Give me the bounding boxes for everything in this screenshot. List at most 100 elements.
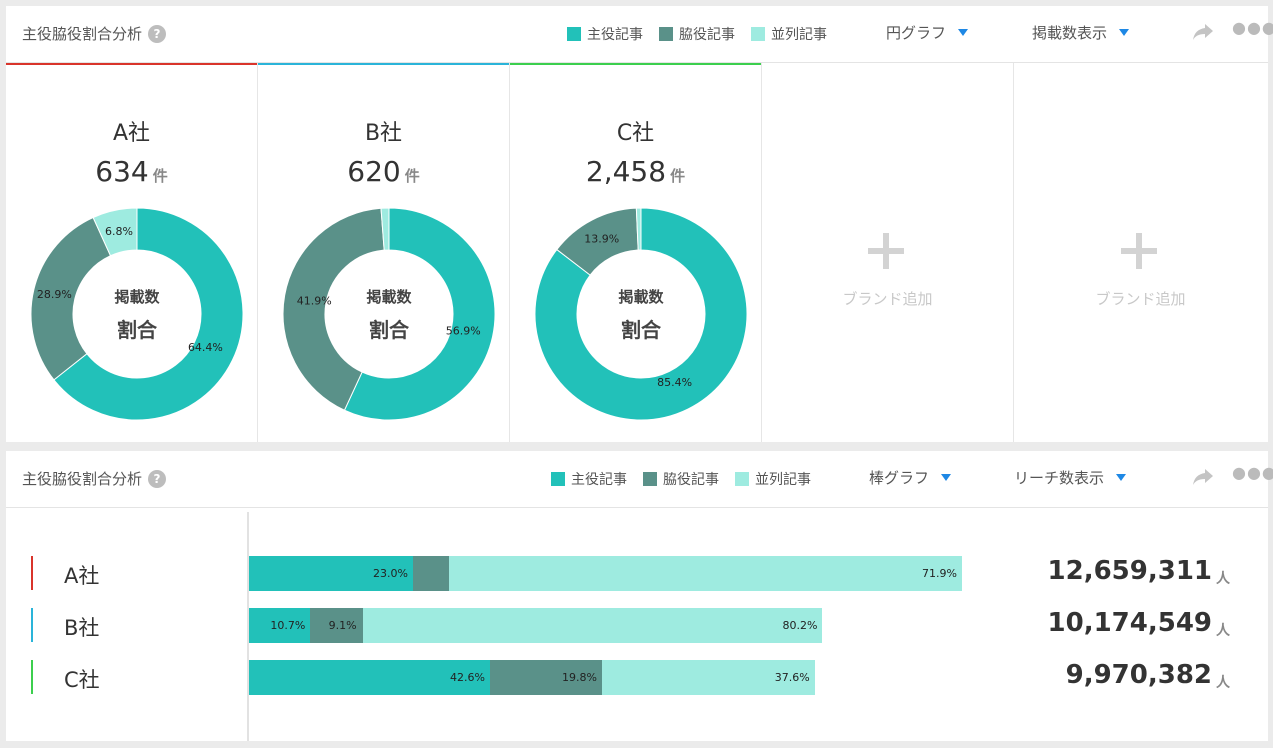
- count-value: 2,458: [585, 155, 667, 188]
- donut-slice-label: 41.9%: [297, 294, 332, 307]
- legend-item-sub: 脇役記事: [659, 24, 735, 44]
- donut-slice-label: 64.4%: [188, 341, 223, 354]
- legend: 主役記事 脇役記事 並列記事: [551, 469, 827, 489]
- chart-type-dropdown[interactable]: 棒グラフ: [869, 467, 952, 488]
- add-brand-button[interactable]: ブランド追加: [762, 63, 1014, 442]
- row-accent-marker: [31, 556, 33, 590]
- bar-row: C社 42.6% 19.8% 37.6% 9,970,382 人: [6, 658, 1268, 698]
- share-icon[interactable]: [1191, 467, 1215, 487]
- bar-segment-main: [249, 608, 311, 643]
- company-name: C社: [616, 121, 655, 146]
- row-company-name: B社: [64, 616, 100, 640]
- donut-slice-label: 6.8%: [105, 225, 133, 238]
- count-value: 634: [95, 155, 149, 188]
- reach-unit: 人: [1216, 623, 1230, 639]
- bar-row: A社 23.0% 71.9% 12,659,311 人: [6, 554, 1268, 594]
- bar-segment-label: 42.6%: [450, 671, 485, 684]
- donut-chart: 56.9% 41.9%: [282, 207, 496, 421]
- company-card: C社 2,458 件 85.4% 13.9% 掲載数 割合: [510, 63, 762, 442]
- bar-row: B社 10.7% 9.1% 80.2% 10,174,549 人: [6, 606, 1268, 646]
- panel-title-text: 主役脇役割合分析: [22, 470, 143, 488]
- legend-swatch-main: [567, 27, 581, 41]
- legend-swatch-main: [551, 472, 565, 486]
- bar-segment-label: 80.2%: [782, 619, 818, 632]
- legend-label-main: 主役記事: [587, 27, 643, 43]
- reach-unit: 人: [1216, 571, 1230, 587]
- help-icon[interactable]: ?: [148, 24, 167, 43]
- chart-type-dropdown[interactable]: 円グラフ: [886, 22, 969, 43]
- chart-type-value: 円グラフ: [886, 24, 947, 42]
- reach-value: 9,970,382: [1065, 660, 1212, 690]
- legend-label-sub: 脇役記事: [679, 27, 735, 43]
- metric-value: リーチ数表示: [1014, 469, 1105, 487]
- chevron-down-icon: [1119, 29, 1130, 36]
- legend-swatch-sub: [643, 472, 657, 486]
- reach-value: 12,659,311: [1047, 556, 1212, 586]
- bar-chart: A社 23.0% 71.9% 12,659,311 人 B社 10.7% 9.1% 8…: [6, 508, 1268, 741]
- panel-title: 主役脇役割合分析 ?: [22, 468, 167, 489]
- card-accent-line: [510, 63, 761, 65]
- legend-swatch-parallel: [735, 472, 749, 486]
- donut-slice-label: 56.9%: [446, 324, 481, 337]
- bar-segment-label: 71.9%: [922, 567, 957, 580]
- metric-dropdown[interactable]: 掲載数表示: [1032, 22, 1130, 43]
- bar-axis-line: [247, 512, 249, 741]
- donut-slice-sub: [30, 216, 112, 381]
- more-icon[interactable]: ●●●: [1232, 463, 1273, 482]
- company-name: A社: [112, 121, 151, 146]
- plus-icon: [868, 233, 904, 269]
- legend-item-sub: 脇役記事: [643, 469, 719, 489]
- article-count: 634 件: [6, 155, 257, 188]
- bar-segment-main: [249, 660, 490, 695]
- reach-value: 10,174,549: [1047, 608, 1212, 638]
- donut-slice-sub: [282, 207, 385, 411]
- legend-label-sub: 脇役記事: [663, 472, 719, 488]
- legend-item-parallel: 並列記事: [735, 469, 811, 489]
- legend-item-parallel: 並列記事: [751, 24, 827, 44]
- donut-chart: 85.4% 13.9%: [534, 207, 748, 421]
- count-unit: 件: [152, 167, 168, 185]
- legend-label-parallel: 並列記事: [771, 27, 827, 43]
- bar-segment-label: 9.1%: [328, 619, 357, 632]
- chevron-down-icon: [958, 29, 969, 36]
- more-icon[interactable]: ●●●: [1232, 18, 1273, 37]
- bar-segment-sub: [412, 556, 450, 591]
- metric-value: 掲載数表示: [1032, 24, 1108, 42]
- donut-slice-label: 85.4%: [657, 376, 692, 389]
- add-brand-label: ブランド追加: [1095, 290, 1186, 308]
- pie-panel: 主役脇役割合分析 ? 主役記事 脇役記事 並列記事 円グラフ 掲載数表示: [6, 6, 1273, 442]
- legend-label-parallel: 並列記事: [755, 472, 811, 488]
- bar-segment-label: 19.8%: [562, 671, 597, 684]
- bar-segment-sub: [310, 608, 363, 643]
- count-unit: 件: [670, 167, 686, 185]
- bar-segment-sub: [490, 660, 603, 695]
- bar-segment-parallel: [449, 556, 962, 591]
- chevron-down-icon: [941, 474, 952, 481]
- stacked-bar: 23.0% 71.9%: [249, 556, 962, 591]
- donut-slice-main: [343, 207, 496, 421]
- card-accent-line: [6, 63, 257, 65]
- chevron-down-icon: [1116, 474, 1127, 481]
- row-accent-marker: [31, 608, 33, 642]
- help-icon[interactable]: ?: [148, 469, 167, 488]
- company-name: B社: [364, 121, 403, 146]
- bar-panel-header: 主役脇役割合分析 ? 主役記事 脇役記事 並列記事 棒グラフ リーチ数表示: [6, 451, 1273, 508]
- chart-type-value: 棒グラフ: [869, 469, 930, 487]
- legend-label-main: 主役記事: [571, 472, 627, 488]
- bar-segment-parallel: [362, 608, 823, 643]
- bar-segment-main: [249, 556, 413, 591]
- bar-segment-label: 10.7%: [270, 619, 306, 632]
- row-company-name: C社: [64, 668, 100, 692]
- add-brand-button[interactable]: ブランド追加: [1015, 63, 1266, 442]
- plus-icon: [1121, 233, 1157, 269]
- donut-slice-main: [53, 207, 244, 421]
- pie-panel-header: 主役脇役割合分析 ? 主役記事 脇役記事 並列記事 円グラフ 掲載数表示: [6, 6, 1273, 63]
- legend-item-main: 主役記事: [567, 24, 643, 44]
- share-icon[interactable]: [1191, 22, 1215, 42]
- panel-title: 主役脇役割合分析 ?: [22, 23, 167, 44]
- add-brand-label: ブランド追加: [842, 290, 933, 308]
- card-accent-line: [258, 63, 509, 65]
- donut-slice-parallel: [635, 207, 642, 251]
- count-unit: 件: [404, 167, 420, 185]
- metric-dropdown[interactable]: リーチ数表示: [1014, 467, 1127, 488]
